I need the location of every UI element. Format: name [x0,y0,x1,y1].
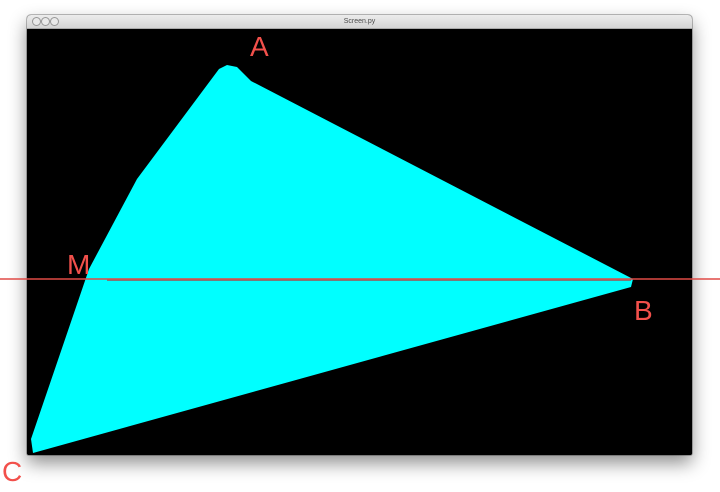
canvas-svg [31,65,633,453]
vertex-label-b: B [634,295,653,326]
minimize-window-button[interactable] [41,17,50,26]
title-bar[interactable]: Screen.py [27,15,692,29]
rasterized-triangle [31,65,633,453]
vertex-label-c: C [2,456,23,487]
window-title: Screen.py [343,18,376,25]
vertex-label-a: A [250,31,269,62]
drawing-canvas[interactable] [27,29,692,455]
vertex-label-m: M [67,249,91,280]
close-window-button[interactable] [32,17,41,26]
zoom-window-button[interactable] [50,17,59,26]
app-window: Screen.py [27,15,692,455]
